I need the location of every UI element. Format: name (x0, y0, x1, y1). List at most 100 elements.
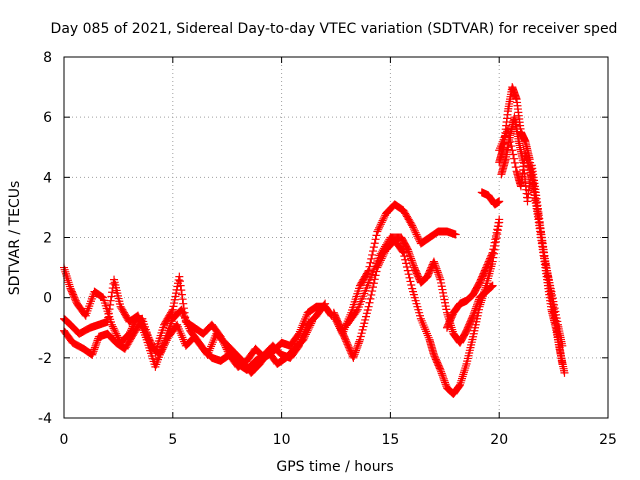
data-point (106, 300, 115, 309)
data-point (378, 216, 387, 225)
data-point (506, 137, 515, 146)
data-point (471, 306, 480, 315)
data-point (106, 296, 115, 305)
x-tick-label: 0 (60, 432, 69, 448)
data-point (432, 264, 441, 273)
data-point (92, 339, 101, 348)
data-point (356, 332, 365, 341)
data-point (170, 295, 179, 304)
data-point (442, 305, 451, 314)
data-point (107, 292, 116, 301)
data-point (560, 368, 569, 377)
data-point (503, 125, 512, 134)
data-point (367, 290, 376, 299)
data-point (405, 250, 414, 259)
data-point (107, 320, 116, 329)
tick-layer: 0 5 10 15 20 25 -4 -2 0 2 4 6 8 (38, 50, 617, 448)
data-point (488, 282, 497, 291)
data-point (508, 146, 517, 155)
data-point (352, 307, 361, 316)
data-point (168, 305, 177, 314)
data-point (413, 232, 422, 241)
data-point (402, 259, 411, 268)
data-point (358, 325, 367, 334)
data-point (407, 219, 416, 228)
data-point (111, 327, 120, 336)
data-point (320, 300, 329, 309)
x-tick-label: 20 (490, 432, 508, 448)
chart-title: Day 085 of 2021, Sidereal Day-to-day VTE… (51, 21, 618, 37)
x-tick-label: 15 (381, 432, 399, 448)
data-point (491, 235, 500, 244)
data-point (162, 336, 171, 345)
data-point (495, 197, 504, 206)
data-point (177, 286, 186, 295)
data-point (451, 230, 460, 239)
data-point (558, 341, 567, 350)
data-point (493, 222, 502, 231)
data-point (434, 270, 443, 279)
data-point (350, 350, 359, 359)
data-point (379, 214, 388, 223)
data-point (405, 273, 414, 282)
data-point (533, 202, 542, 211)
data-point (366, 258, 375, 267)
data-point (429, 257, 438, 266)
data-point (490, 238, 499, 247)
data-point (553, 317, 562, 326)
data-point (440, 376, 449, 385)
data-point (402, 262, 411, 271)
data-point (409, 225, 418, 234)
data-point (352, 344, 361, 353)
data-point (321, 299, 330, 308)
series-track-c (60, 299, 330, 374)
data-point (364, 302, 373, 311)
data-point (431, 261, 440, 270)
data-point (489, 245, 498, 254)
data-point (401, 255, 410, 264)
data-point (550, 300, 559, 309)
data-point (368, 250, 377, 259)
data-point (108, 322, 117, 331)
y-tick-label: 4 (43, 170, 52, 186)
data-point (505, 133, 514, 142)
data-point (155, 350, 164, 359)
data-point (488, 250, 497, 259)
data-point (439, 292, 448, 301)
data-point (110, 326, 119, 335)
data-point (409, 223, 418, 232)
data-point (380, 213, 389, 222)
data-point (493, 225, 502, 234)
data-point (167, 307, 176, 316)
data-point (494, 218, 503, 227)
data-point (61, 267, 70, 276)
y-tick-label: 2 (43, 231, 52, 247)
data-point (459, 368, 468, 377)
data-point (367, 254, 376, 263)
y-tick-label: 0 (43, 291, 52, 307)
data-point (507, 142, 516, 151)
data-point (551, 307, 560, 316)
y-tick-label: 8 (43, 50, 52, 66)
data-point (369, 243, 378, 252)
data-point (350, 352, 359, 361)
data-point (468, 313, 477, 322)
data-point (407, 256, 416, 265)
data-point (369, 279, 378, 288)
x-tick-label: 25 (599, 432, 617, 448)
data-point (294, 343, 303, 352)
data-point (409, 259, 418, 268)
data-point (531, 194, 540, 203)
data-point (436, 365, 445, 374)
data-point (460, 366, 469, 375)
data-point (551, 310, 560, 319)
data-point (408, 258, 417, 267)
data-point (60, 265, 69, 274)
data-point (92, 338, 101, 347)
data-point (474, 297, 483, 306)
data-point (433, 268, 442, 277)
data-point (171, 292, 180, 301)
data-point (404, 247, 413, 256)
data-point (403, 245, 412, 254)
data-point (435, 273, 444, 282)
